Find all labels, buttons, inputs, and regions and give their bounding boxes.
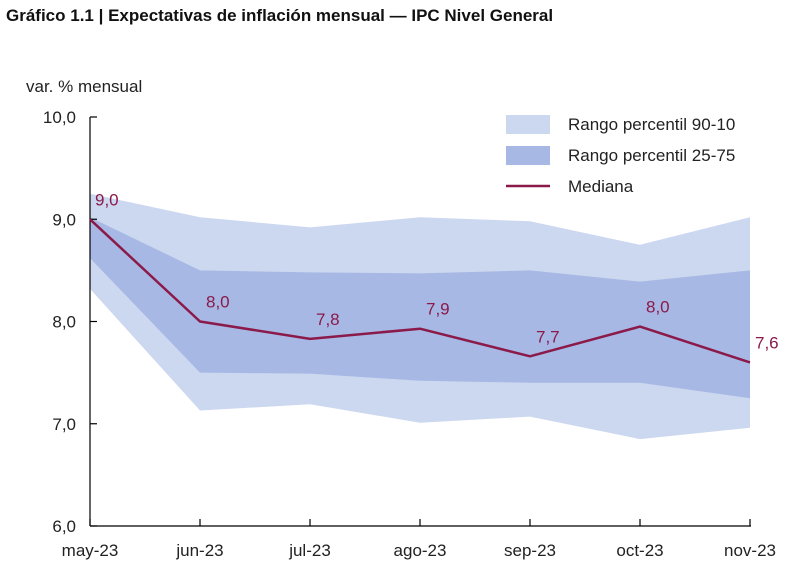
x-tick-label: jun-23 — [175, 541, 223, 560]
x-tick-label: may-23 — [62, 541, 119, 560]
median-data-label: 7,7 — [536, 327, 560, 346]
y-tick-label: 9,0 — [52, 210, 76, 229]
legend-label-2: Mediana — [568, 177, 634, 196]
median-data-label: 8,0 — [206, 293, 230, 312]
y-tick-label: 7,0 — [52, 415, 76, 434]
median-data-label: 9,0 — [95, 190, 119, 209]
legend-label-0: Rango percentil 90-10 — [568, 115, 735, 134]
chart-title: Gráfico 1.1 | Expectativas de inflación … — [6, 6, 554, 25]
x-tick-label: jul-23 — [288, 541, 331, 560]
y-tick-label: 10,0 — [43, 108, 76, 127]
median-data-label: 8,0 — [646, 298, 670, 317]
legend-swatch-1 — [506, 146, 550, 165]
x-tick-label: ago-23 — [394, 541, 447, 560]
y-tick-label: 6,0 — [52, 517, 76, 536]
median-data-label: 7,9 — [426, 300, 450, 319]
median-data-label: 7,6 — [755, 333, 779, 352]
legend-label-1: Rango percentil 25-75 — [568, 146, 735, 165]
median-line — [89, 218, 751, 364]
y-tick-label: 8,0 — [52, 313, 76, 332]
x-tick-label: oct-23 — [616, 541, 663, 560]
band-series-1 — [90, 217, 750, 399]
x-tick-label: nov-23 — [724, 541, 776, 560]
median-data-label: 7,8 — [316, 310, 340, 329]
legend-swatch-0 — [506, 115, 550, 134]
x-tick-label: sep-23 — [504, 541, 556, 560]
y-axis-label: var. % mensual — [26, 77, 142, 96]
